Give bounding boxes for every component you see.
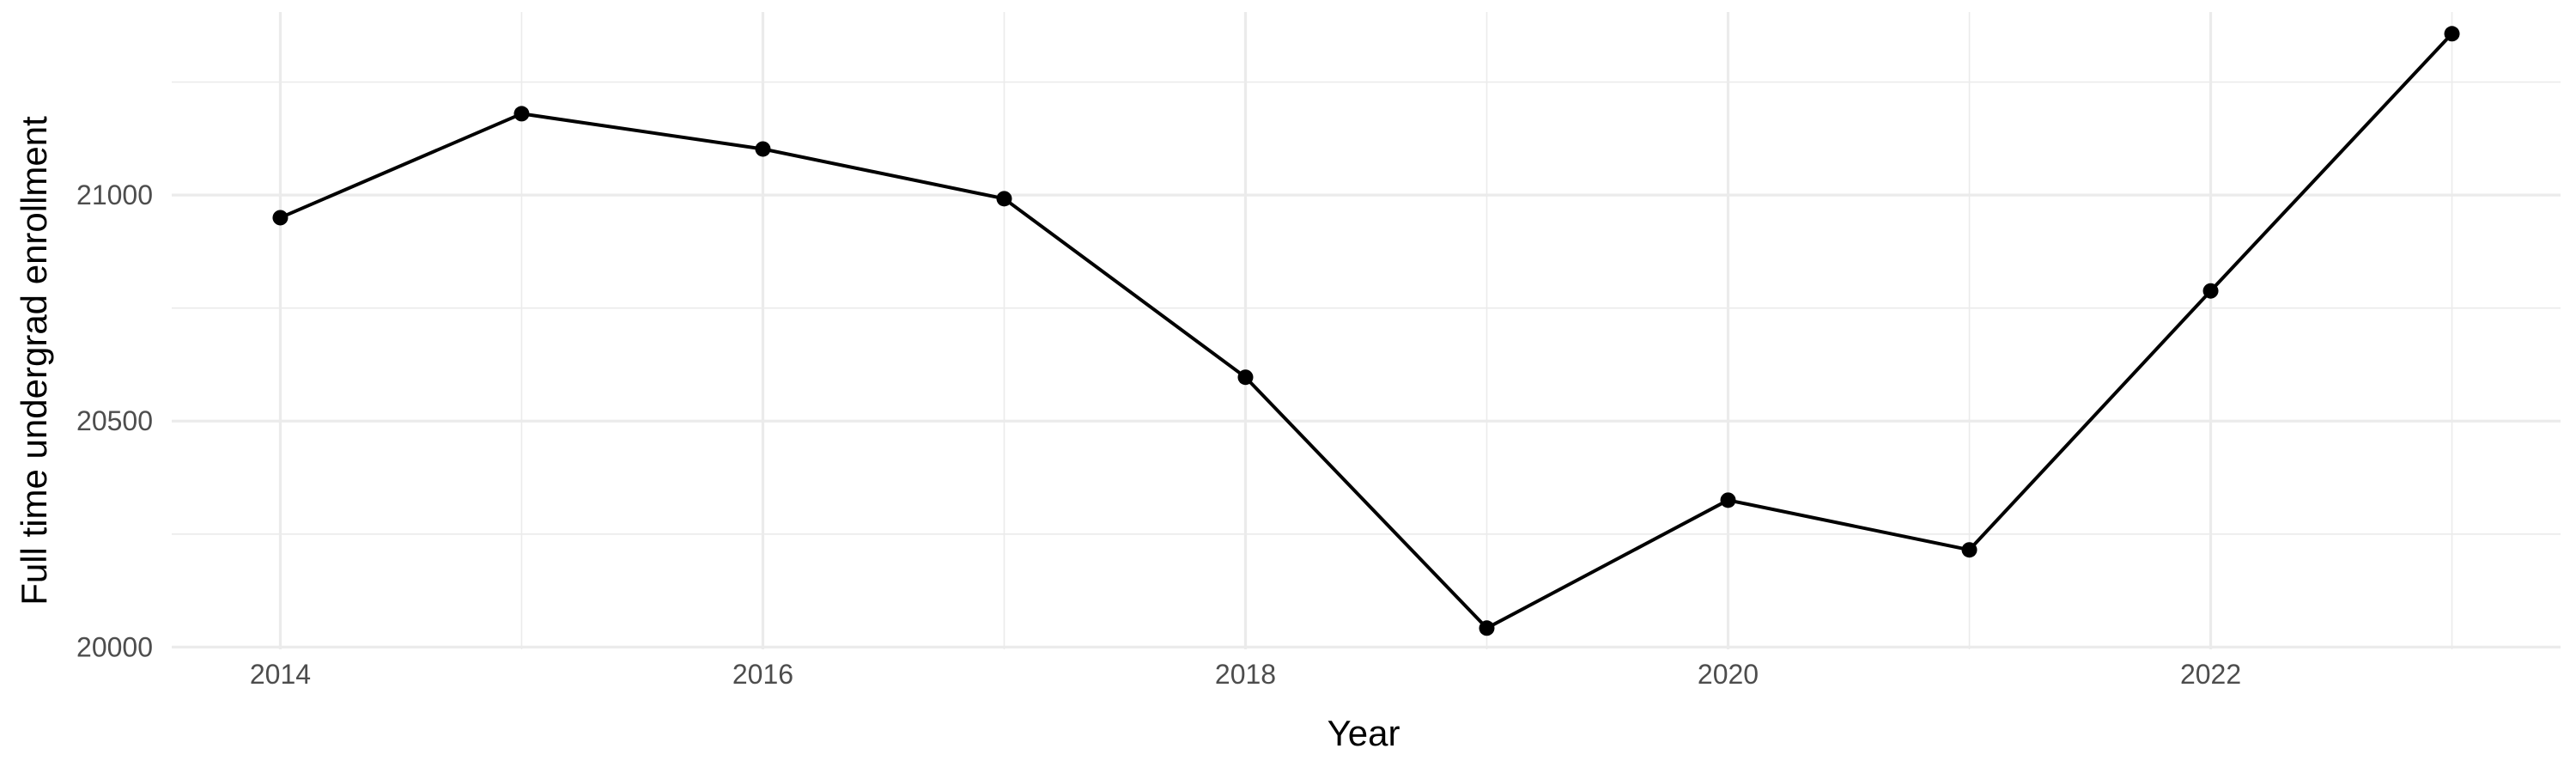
data-point xyxy=(2202,283,2219,299)
data-point xyxy=(1961,542,1978,558)
grid-lines xyxy=(172,12,2561,649)
data-point xyxy=(1720,492,1736,508)
data-point xyxy=(2444,26,2460,42)
x-tick-label: 2022 xyxy=(2180,659,2241,690)
data-point xyxy=(755,141,771,157)
series-layer xyxy=(272,26,2460,636)
y-tick-label: 20000 xyxy=(76,631,153,662)
data-point xyxy=(996,191,1012,207)
data-point xyxy=(1237,369,1254,386)
data-point xyxy=(1479,620,1495,636)
data-point xyxy=(513,106,530,122)
x-tick-label: 2020 xyxy=(1698,659,1759,690)
x-tick-label: 2018 xyxy=(1215,659,1276,690)
tick-labels: 2014 2016 2018 2020 2022 20000 20500 21000 xyxy=(76,180,2241,690)
x-axis-title: Year xyxy=(1327,713,1400,753)
y-axis-title: Full time undergrad enrollment xyxy=(14,116,54,606)
series-line xyxy=(278,32,2454,630)
data-point xyxy=(272,210,289,226)
x-tick-label: 2014 xyxy=(250,659,311,690)
x-tick-label: 2016 xyxy=(732,659,793,690)
y-tick-label: 21000 xyxy=(76,180,153,210)
y-tick-label: 20500 xyxy=(76,405,153,436)
